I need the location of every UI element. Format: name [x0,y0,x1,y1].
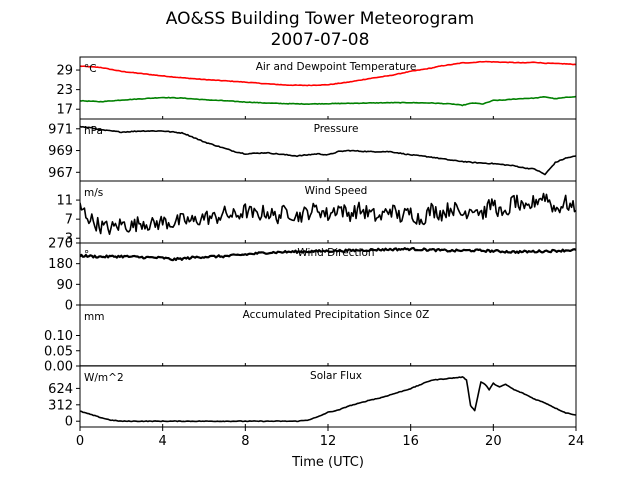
y-tick-label-precip: 0.00 [44,360,73,375]
panel-precip: 0.000.050.10 Accumulated Precipitation Si… [44,304,577,375]
panel-title-temp: Air and Dewpoint Temperature [256,61,417,73]
y-tick-label-pressure: 971 [48,122,73,137]
figure-title: AO&SS Building Tower Meteorogram [166,9,474,29]
panel-direction: 0 90 180 270 Wind Direction ° [48,237,577,314]
panel-title-direction: Wind Direction [297,247,374,259]
x-tick-label: 12 [320,434,337,449]
y-tick-label-solar: 0 [65,415,73,430]
series-line-temp-1 [80,95,576,107]
x-axis: 0 4 8 12 16 20 24 [76,427,584,449]
panel-wind: 3 7 11 Wind Speed m/s [56,180,577,247]
x-tick-label: 20 [485,434,502,449]
y-tick-label-temp: 17 [56,103,73,118]
y-tick-label-solar: 312 [48,398,73,413]
y-tick-label-pressure: 969 [48,144,73,159]
panel-pressure: 967 969 971 Pressure hPa [48,118,577,182]
y-tick-label-wind: 3 [65,232,73,247]
y-tick-label-direction: 0 [65,299,73,314]
panel-title-pressure: Pressure [314,123,359,135]
panel-unit-direction: ° [84,249,89,261]
x-tick-label: 4 [159,434,167,449]
y-tick-label-pressure: 967 [48,166,73,181]
panel-title-solar: Solar Flux [310,370,362,382]
y-tick-label-direction: 90 [56,278,73,293]
y-tick-label-wind: 11 [56,194,73,209]
x-axis-label: Time (UTC) [291,455,364,470]
series-line-solar-0 [80,376,576,423]
series-line-pressure-0 [80,125,576,176]
series-line-wind-0 [80,192,576,236]
x-tick-label: 8 [241,434,249,449]
y-tick-label-wind: 7 [65,213,73,228]
series-line-temp-0 [80,60,576,87]
x-tick-label: 24 [568,434,585,449]
figure-subtitle-date: 2007-07-08 [271,30,370,50]
panel-unit-wind: m/s [84,187,103,199]
x-tick-label: 0 [76,434,84,449]
y-tick-label-temp: 29 [56,64,73,79]
panel-title-wind: Wind Speed [305,185,368,197]
y-tick-label-precip: 0.10 [44,329,73,344]
panel-title-precip: Accumulated Precipitation Since 0Z [243,309,430,321]
x-tick-label: 16 [402,434,419,449]
y-tick-label-temp: 23 [56,83,73,98]
panel-unit-precip: mm [84,311,104,323]
panel-unit-temp: °C [84,63,97,75]
panel-unit-solar: W/m^2 [84,372,124,384]
y-tick-label-solar: 624 [48,382,73,397]
panel-temp: 17 23 29 Air and Dewpoint Temperature °C [56,56,577,120]
series-line-direction-0 [80,246,576,262]
y-tick-label-direction: 180 [48,257,73,272]
y-tick-label-direction: 270 [48,237,73,252]
y-tick-label-precip: 0.05 [44,344,73,359]
panel-unit-pressure: hPa [84,125,103,137]
